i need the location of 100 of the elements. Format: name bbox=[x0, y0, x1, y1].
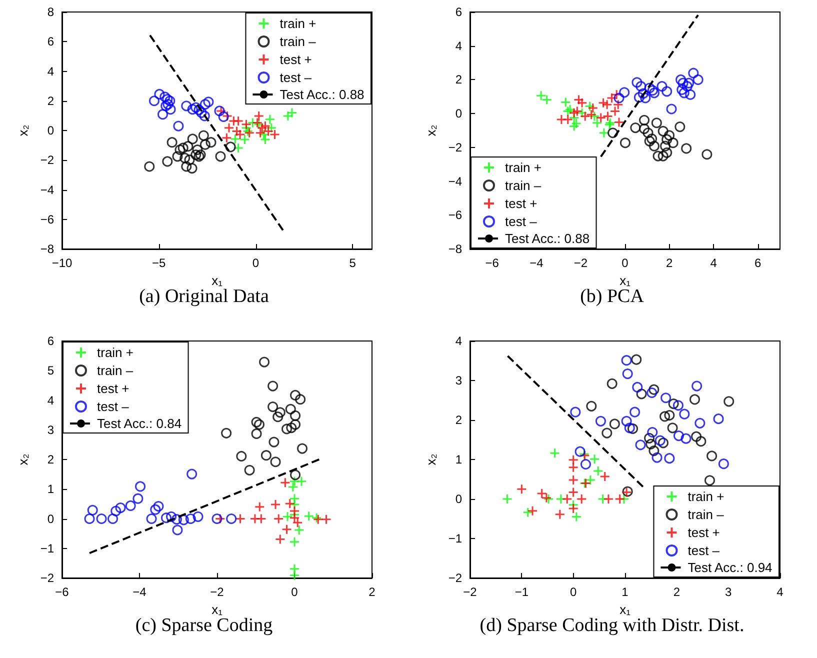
point bbox=[186, 468, 198, 480]
point bbox=[200, 139, 210, 150]
point bbox=[648, 88, 660, 98]
point bbox=[620, 138, 630, 148]
y-tick-label: −6 bbox=[40, 212, 54, 226]
point bbox=[644, 82, 655, 94]
point bbox=[221, 132, 232, 144]
point bbox=[576, 98, 588, 108]
point bbox=[568, 474, 579, 486]
point bbox=[190, 102, 202, 113]
point bbox=[584, 101, 596, 112]
x-tick-label: 1 bbox=[622, 585, 629, 599]
point bbox=[160, 512, 172, 524]
point bbox=[187, 134, 198, 144]
point bbox=[289, 536, 300, 548]
point bbox=[609, 418, 620, 430]
point bbox=[588, 102, 598, 114]
point bbox=[206, 137, 216, 148]
x-tick-label: 0 bbox=[291, 585, 298, 599]
point bbox=[667, 422, 678, 434]
y-tick-label: −8 bbox=[40, 242, 54, 256]
point bbox=[624, 422, 635, 434]
point bbox=[254, 419, 264, 430]
legend-label: train – bbox=[97, 363, 134, 378]
x-tick-label: 3 bbox=[724, 585, 732, 599]
point bbox=[632, 77, 642, 88]
point bbox=[580, 111, 590, 122]
y-tick-label: 4 bbox=[47, 64, 54, 78]
y-tick-label: 3 bbox=[455, 374, 462, 388]
point bbox=[682, 81, 692, 92]
point bbox=[146, 514, 157, 524]
point bbox=[706, 450, 718, 462]
point bbox=[662, 86, 672, 97]
x-tick-label: −1 bbox=[514, 585, 529, 599]
x-tick-label: 2 bbox=[368, 585, 376, 599]
x-tick-label: 0 bbox=[252, 256, 260, 270]
x-tick-label: 2 bbox=[673, 585, 680, 599]
x-tick-label: −2 bbox=[574, 256, 588, 270]
point bbox=[651, 118, 662, 128]
y-tick-label: 4 bbox=[47, 393, 54, 408]
x-axis-title: x₁ bbox=[212, 602, 224, 617]
point bbox=[574, 446, 586, 457]
point bbox=[290, 410, 301, 421]
point bbox=[234, 129, 246, 140]
point bbox=[658, 438, 668, 448]
point bbox=[214, 514, 226, 524]
point bbox=[576, 108, 588, 118]
point bbox=[181, 100, 192, 112]
point bbox=[256, 514, 266, 524]
point bbox=[158, 109, 168, 120]
point bbox=[236, 450, 247, 462]
point bbox=[203, 96, 214, 108]
legend-label: train + bbox=[505, 160, 542, 175]
point bbox=[280, 477, 290, 488]
text: (a) Original Data bbox=[139, 286, 270, 307]
x-tick-label: 2 bbox=[666, 256, 673, 270]
point bbox=[678, 78, 688, 88]
x-axis-title: x₁ bbox=[212, 272, 224, 288]
y-tick-label: −6 bbox=[448, 208, 462, 222]
point bbox=[568, 462, 579, 473]
point bbox=[160, 92, 170, 102]
point bbox=[295, 394, 306, 405]
point bbox=[260, 450, 272, 461]
y-tick-label: 6 bbox=[47, 34, 54, 49]
y-axis-title: x₂ bbox=[423, 454, 438, 466]
point bbox=[680, 433, 692, 444]
point bbox=[154, 88, 165, 100]
point bbox=[646, 438, 656, 450]
legend-label: test + bbox=[280, 52, 312, 67]
point bbox=[619, 87, 630, 98]
point bbox=[621, 355, 632, 366]
point bbox=[644, 432, 655, 444]
point bbox=[644, 136, 655, 146]
x-tick-label: 4 bbox=[710, 256, 718, 270]
legend-label: test – bbox=[688, 543, 720, 558]
point bbox=[638, 88, 648, 99]
y-tick-label: 1 bbox=[47, 482, 54, 496]
point bbox=[679, 408, 690, 420]
point bbox=[226, 514, 237, 524]
point bbox=[652, 150, 664, 162]
text: (b) PCA bbox=[580, 286, 644, 307]
point bbox=[571, 512, 582, 522]
point bbox=[87, 504, 98, 516]
y-tick-label: 6 bbox=[47, 334, 54, 348]
point bbox=[595, 416, 606, 426]
point bbox=[598, 98, 609, 108]
point bbox=[568, 503, 579, 514]
point bbox=[614, 116, 624, 128]
point bbox=[568, 454, 579, 466]
point bbox=[589, 454, 600, 464]
point bbox=[294, 524, 304, 536]
point bbox=[672, 400, 684, 411]
point bbox=[718, 458, 729, 470]
point bbox=[610, 106, 620, 116]
point bbox=[215, 151, 226, 162]
point bbox=[631, 354, 642, 365]
point bbox=[239, 134, 250, 145]
point bbox=[321, 514, 332, 525]
point bbox=[660, 140, 671, 152]
point bbox=[702, 149, 712, 160]
